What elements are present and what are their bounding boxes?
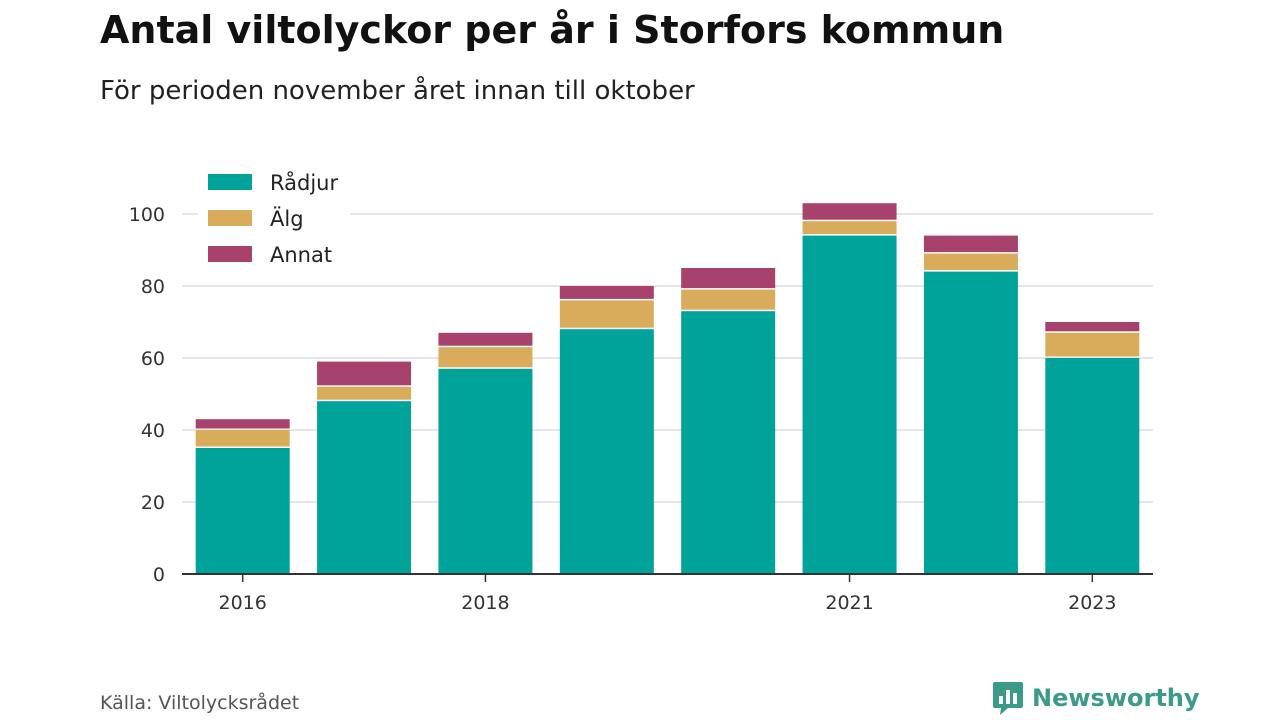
bar-radjur-2017 — [317, 401, 412, 574]
bar-alg-2021 — [802, 221, 897, 235]
bar-radjur-2021 — [802, 235, 897, 574]
bar-annat-2020 — [681, 268, 776, 289]
y-tick-label: 100 — [129, 204, 165, 226]
bar-alg-2016 — [195, 430, 290, 447]
bar-annat-2021 — [802, 203, 897, 220]
source-note: Källa: Viltolycksrådet — [100, 692, 300, 714]
brand-logo: Newsworthy — [992, 680, 1200, 716]
bar-alg-2017 — [317, 386, 412, 400]
legend-label-alg: Älg — [270, 206, 304, 231]
bar-alg-2023 — [1045, 332, 1140, 357]
bar-radjur-2022 — [923, 271, 1018, 574]
bar-annat-2016 — [195, 419, 290, 429]
legend-swatch-annat — [208, 246, 252, 262]
brand-name: Newsworthy — [1032, 684, 1200, 712]
y-axis: 0 20 40 60 80 100 — [129, 204, 165, 586]
newsworthy-logo-icon — [993, 682, 1023, 715]
x-tick-label: 2023 — [1068, 592, 1116, 614]
bar-annat-2017 — [317, 361, 412, 386]
x-axis: 2016 2018 2021 2023 — [182, 573, 1153, 614]
bar-radjur-2023 — [1045, 358, 1140, 574]
legend: Rådjur Älg Annat — [198, 164, 350, 270]
legend-swatch-alg — [208, 210, 252, 226]
stacked-bar-chart: 0 20 40 60 80 100 2016 2018 2021 2023 Rådjur Älg A… — [128, 164, 1153, 614]
bar-alg-2020 — [681, 289, 776, 310]
chart-subtitle: För perioden november året innan till ok… — [100, 76, 695, 106]
y-tick-label: 0 — [153, 564, 165, 586]
legend-label-annat: Annat — [270, 243, 332, 267]
bar-annat-2022 — [923, 235, 1018, 253]
x-tick-label: 2018 — [461, 592, 509, 614]
legend-label-radjur: Rådjur — [270, 170, 338, 195]
legend-swatch-radjur — [208, 174, 252, 190]
bar-alg-2019 — [559, 300, 654, 328]
y-tick-label: 20 — [141, 492, 165, 514]
bar-radjur-2020 — [681, 311, 776, 574]
bar-radjur-2018 — [438, 368, 533, 574]
bar-annat-2023 — [1045, 322, 1140, 332]
x-tick-label: 2021 — [825, 592, 873, 614]
bar-radjur-2019 — [559, 329, 654, 574]
bar-annat-2019 — [559, 286, 654, 299]
bar-annat-2018 — [438, 332, 533, 346]
y-tick-label: 60 — [141, 348, 165, 370]
bar-alg-2018 — [438, 347, 533, 368]
bar-alg-2022 — [923, 253, 1018, 271]
y-tick-label: 40 — [141, 420, 165, 442]
x-tick-label: 2016 — [219, 592, 267, 614]
bars — [195, 203, 1140, 574]
y-tick-label: 80 — [141, 276, 165, 298]
bar-radjur-2016 — [195, 448, 290, 574]
chart-title: Antal viltolyckor per år i Storfors komm… — [100, 8, 1005, 52]
